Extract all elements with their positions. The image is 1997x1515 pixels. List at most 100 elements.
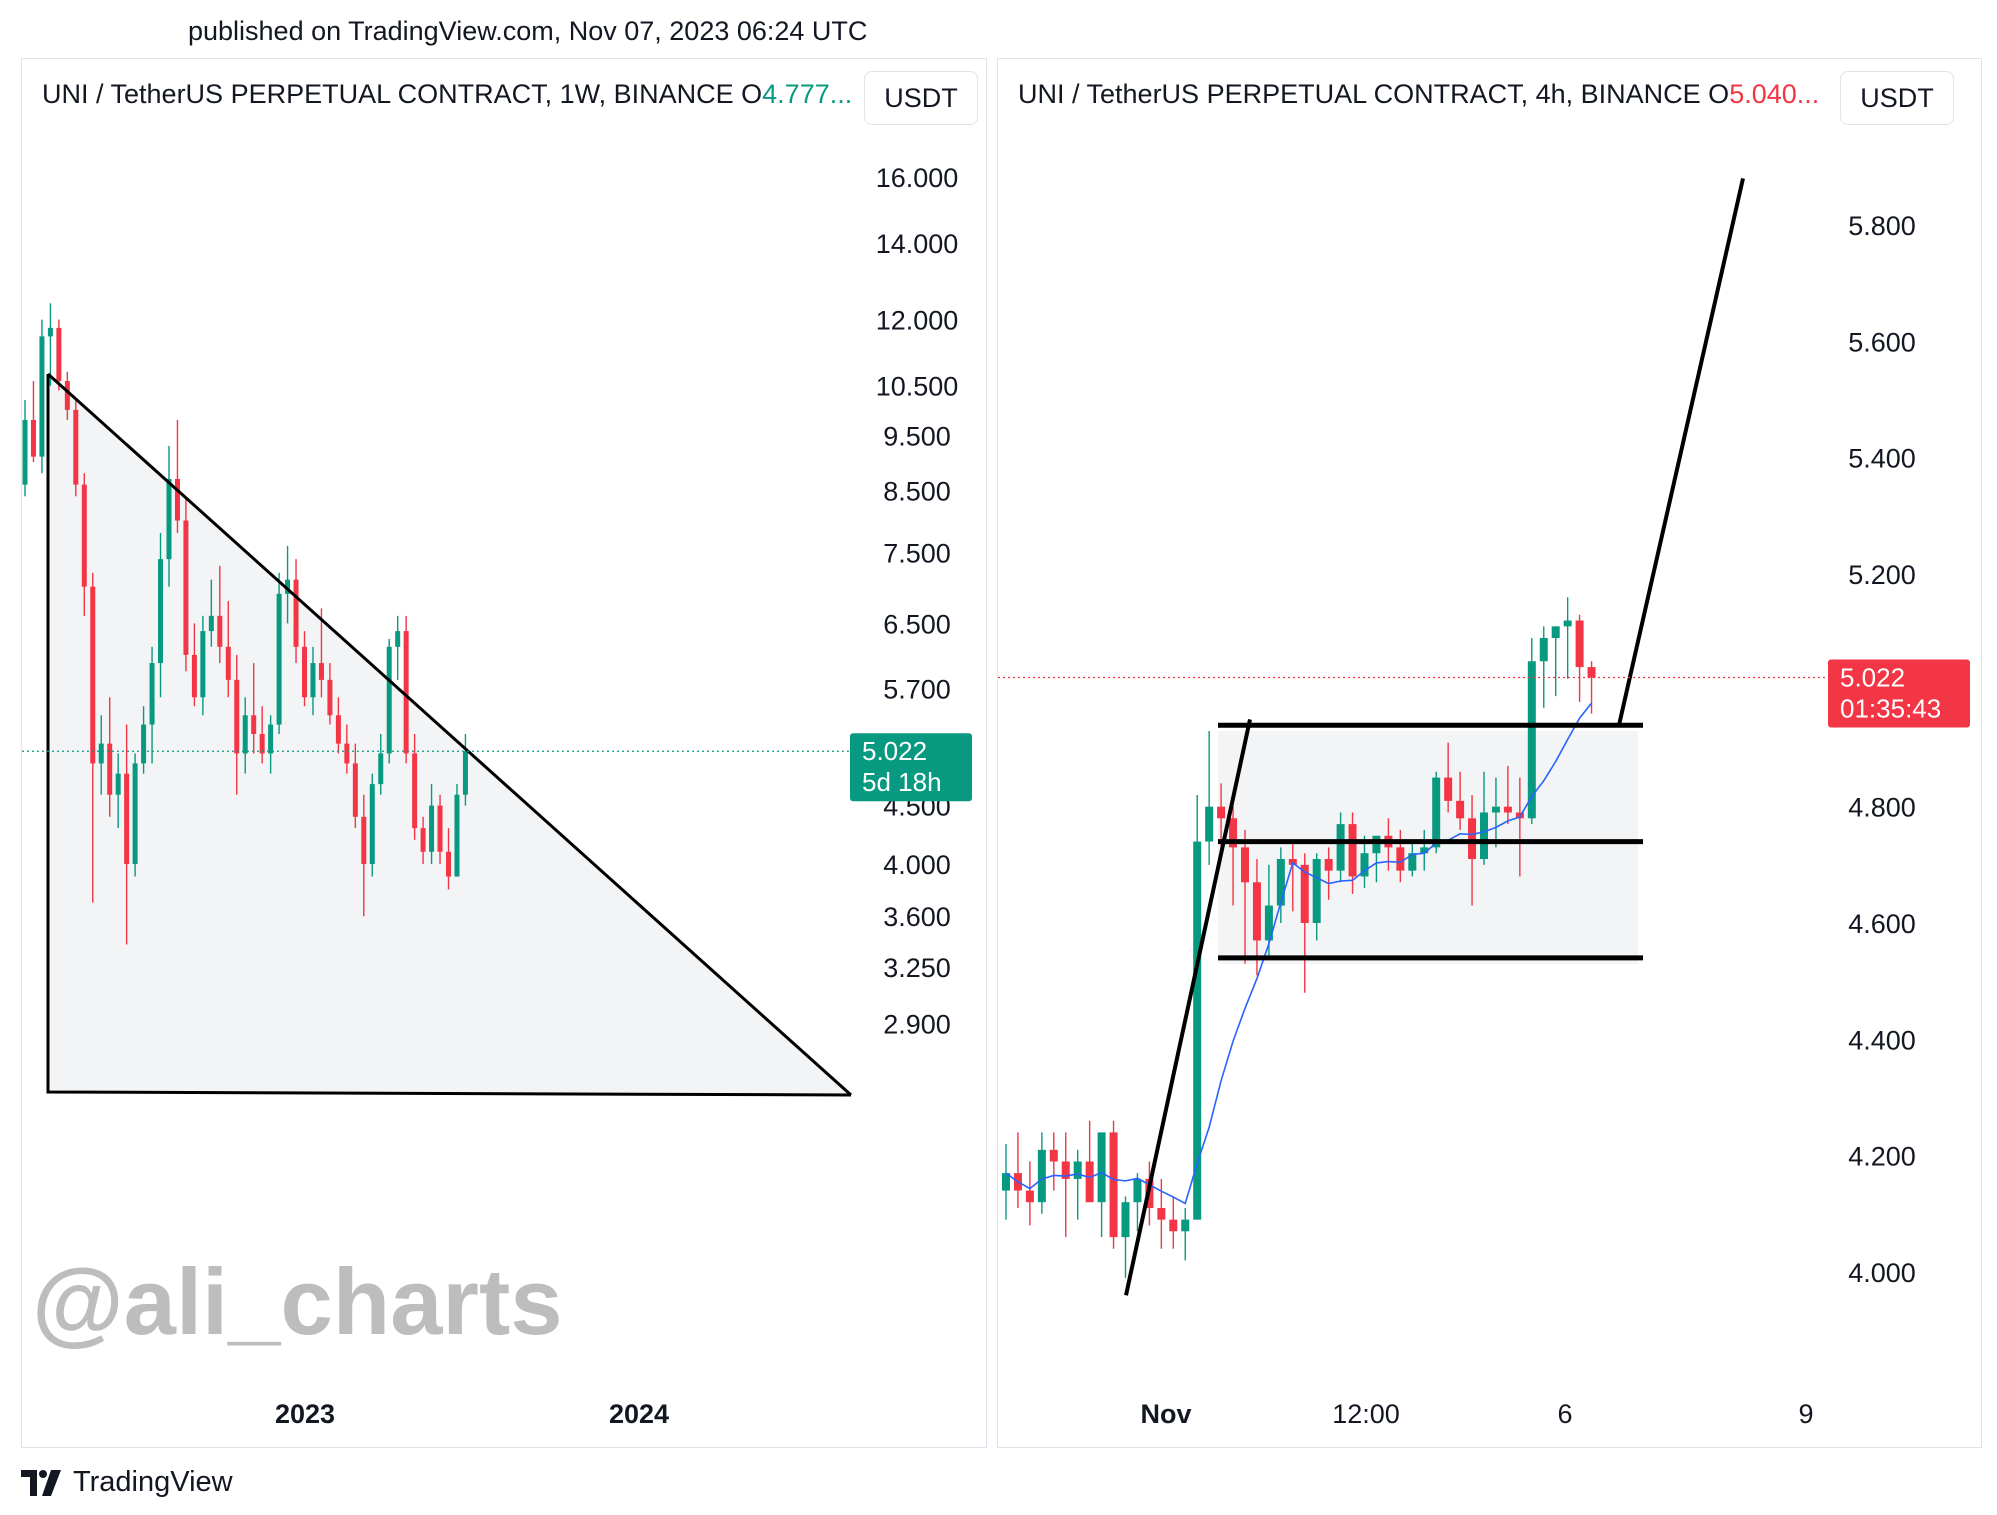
- symbol-description: UNI / TetherUS PERPETUAL CONTRACT, 1W, B…: [42, 79, 763, 109]
- y-tick-label: 5.700: [883, 674, 951, 704]
- candle-body: [1456, 800, 1465, 819]
- symbol-header-weekly[interactable]: UNI / TetherUS PERPETUAL CONTRACT, 1W, B…: [42, 79, 852, 110]
- candle-body: [1205, 806, 1214, 842]
- candle-body: [1336, 824, 1345, 871]
- y-tick-label: 5.200: [1848, 560, 1916, 590]
- candle-body: [1181, 1219, 1190, 1232]
- candle-body: [1109, 1132, 1118, 1238]
- currency-button[interactable]: USDT: [1840, 71, 1954, 125]
- candle-body: [1193, 841, 1202, 1220]
- candle-body: [412, 753, 418, 829]
- candle-body: [251, 715, 257, 734]
- symbol-description: UNI / TetherUS PERPETUAL CONTRACT, 4h, B…: [1018, 79, 1730, 109]
- candle-body: [47, 327, 53, 337]
- candle-body: [1121, 1202, 1130, 1238]
- range-box-fill: [1218, 731, 1638, 964]
- price-badge-countdown: 5d 18h: [862, 767, 942, 797]
- weekly-chart-canvas[interactable]: 16.000 14.000 12.000 10.500 9.500 8.500 7.500 6…: [22, 59, 986, 1447]
- candle-body: [191, 654, 197, 698]
- candle-body: [1503, 806, 1512, 813]
- x-tick-label: Nov: [1140, 1399, 1191, 1429]
- candle-body: [1420, 847, 1429, 854]
- candle-body: [115, 773, 121, 795]
- chart-panel-4h[interactable]: 5.800 5.600 5.400 5.200 4.800 4.600 4.400 4.200…: [997, 58, 1982, 1448]
- y-tick-label: 3.600: [883, 902, 951, 932]
- candle-body: [200, 631, 206, 698]
- candle-body: [318, 663, 324, 680]
- candle-body: [81, 484, 87, 587]
- y-tick-label: 9.500: [883, 421, 951, 451]
- candle-body: [1049, 1149, 1058, 1162]
- open-value: 5.040...: [1729, 79, 1820, 109]
- candle-body: [1264, 905, 1273, 941]
- y-tick-label: 14.000: [876, 229, 959, 259]
- candle-body: [174, 478, 180, 521]
- candle-body: [1527, 661, 1536, 819]
- candle-body: [124, 773, 130, 864]
- y-tick-label: 7.500: [883, 538, 951, 568]
- y-tick-label: 4.000: [883, 850, 951, 880]
- candle-body: [1157, 1208, 1166, 1220]
- currency-button[interactable]: USDT: [864, 71, 978, 125]
- y-tick-label: 5.800: [1848, 211, 1916, 241]
- candle-body: [420, 828, 426, 852]
- candle-body: [1085, 1161, 1094, 1203]
- candle-body: [158, 559, 164, 664]
- x-tick-label: 12:00: [1332, 1399, 1400, 1429]
- candle-body: [39, 336, 45, 457]
- candle-body: [1252, 882, 1261, 941]
- price-badge: [850, 733, 972, 802]
- y-tick-label: 5.600: [1848, 327, 1916, 357]
- candle-body: [1229, 818, 1238, 848]
- 4h-chart-canvas[interactable]: 5.800 5.600 5.400 5.200 4.800 4.600 4.400 4.200…: [998, 59, 1981, 1447]
- tradingview-logo-icon[interactable]: [21, 1469, 65, 1496]
- y-tick-label: 4.600: [1848, 909, 1916, 939]
- candle-body: [429, 805, 435, 852]
- tradingview-brand[interactable]: TradingView: [73, 1466, 233, 1498]
- chart-panel-weekly[interactable]: 16.000 14.000 12.000 10.500 9.500 8.500 7.500 6…: [21, 58, 987, 1448]
- candle-body: [1444, 777, 1453, 801]
- x-tick-label: 6: [1557, 1399, 1572, 1429]
- candle-body: [1563, 620, 1572, 627]
- footer: TradingView: [21, 1466, 233, 1499]
- projection-line: [1617, 178, 1745, 726]
- candle-body: [1396, 847, 1405, 871]
- candle-body: [225, 646, 231, 680]
- candle-body: [22, 419, 28, 485]
- candle-body: [395, 631, 401, 647]
- candle-body: [30, 419, 36, 457]
- y-tick-label: 2.900: [883, 1009, 951, 1039]
- symbol-header-4h[interactable]: UNI / TetherUS PERPETUAL CONTRACT, 4h, B…: [1018, 79, 1819, 110]
- candle-body: [268, 724, 274, 754]
- y-tick-label: 4.200: [1848, 1142, 1916, 1172]
- candle-body: [64, 381, 70, 410]
- y-tick-label: 8.500: [883, 476, 951, 506]
- candle-body: [1133, 1178, 1142, 1203]
- candle-body: [1432, 777, 1441, 848]
- candle-body: [310, 663, 316, 698]
- candle-body: [285, 579, 291, 594]
- y-tick-label: 3.250: [883, 953, 951, 983]
- candle-body: [107, 743, 113, 795]
- candle-body: [361, 816, 367, 864]
- candle-body: [141, 724, 147, 764]
- y-tick-label: 5.400: [1848, 444, 1916, 474]
- candle-body: [1372, 835, 1381, 854]
- candle-body: [1575, 620, 1584, 668]
- candle-body: [462, 751, 468, 795]
- price-badge-countdown: 01:35:43: [1840, 694, 1941, 724]
- candle-body: [352, 763, 358, 817]
- candle-body: [73, 409, 79, 485]
- candle-body: [1515, 812, 1524, 819]
- candle-body: [1276, 859, 1285, 906]
- candle-body: [437, 805, 443, 852]
- x-tick-label: 2024: [609, 1399, 669, 1429]
- y-tick-label: 6.500: [883, 609, 951, 639]
- triangle-resistance-line: [46, 372, 853, 1097]
- candle-body: [446, 851, 451, 877]
- candle-body: [1169, 1219, 1178, 1232]
- candle-body: [403, 631, 409, 754]
- y-tick-label: 4.800: [1848, 793, 1916, 823]
- y-tick-label: 10.500: [876, 372, 959, 402]
- candle-body: [208, 615, 214, 632]
